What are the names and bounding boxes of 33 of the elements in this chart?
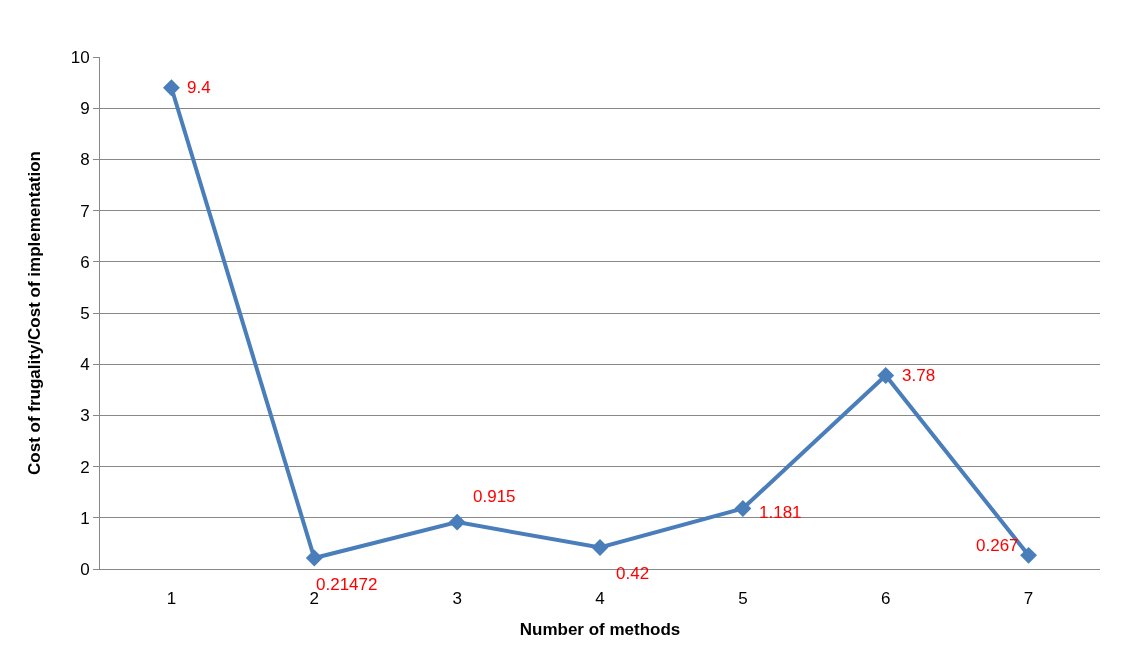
data-label: 1.181: [759, 503, 802, 522]
y-tick-label: 3: [80, 406, 90, 426]
x-tick-label: 6: [880, 589, 891, 609]
point: [734, 500, 752, 517]
x-tick-label: 4: [595, 589, 605, 609]
data-label: 0.915: [473, 487, 516, 506]
point: [162, 79, 180, 97]
y-tick-label: 2: [80, 457, 90, 477]
y-tick-label: 10: [70, 47, 90, 67]
x-axis-title: Number of methods: [519, 619, 681, 639]
data-label: 3.78: [902, 366, 936, 385]
point: [591, 539, 609, 556]
point: [877, 367, 895, 384]
x-tick-label: 7: [1023, 589, 1034, 609]
data-label: 0.42: [616, 564, 650, 583]
y-tick-label: 0: [80, 559, 90, 579]
x-tick-label: 1: [166, 589, 177, 609]
y-axis-title: Cost of frugality/Cost of implementation: [25, 151, 45, 475]
data-label: 0.267: [976, 536, 1019, 555]
point: [305, 549, 323, 567]
y-tick-label: 7: [80, 201, 90, 221]
y-tick-label: 8: [80, 150, 90, 170]
point: [1020, 546, 1038, 564]
x-tick-label: 2: [309, 589, 320, 609]
y-tick-label: 4: [80, 355, 90, 375]
data-label: 9.4: [187, 78, 211, 97]
x-tick-label: 5: [738, 589, 748, 609]
point: [448, 513, 466, 531]
y-tick-label: 6: [80, 252, 90, 272]
x-tick-label: 3: [452, 589, 462, 609]
y-tick-label: 9: [80, 99, 90, 119]
y-tick-label: 1: [80, 508, 90, 528]
y-tick-label: 5: [80, 303, 90, 323]
